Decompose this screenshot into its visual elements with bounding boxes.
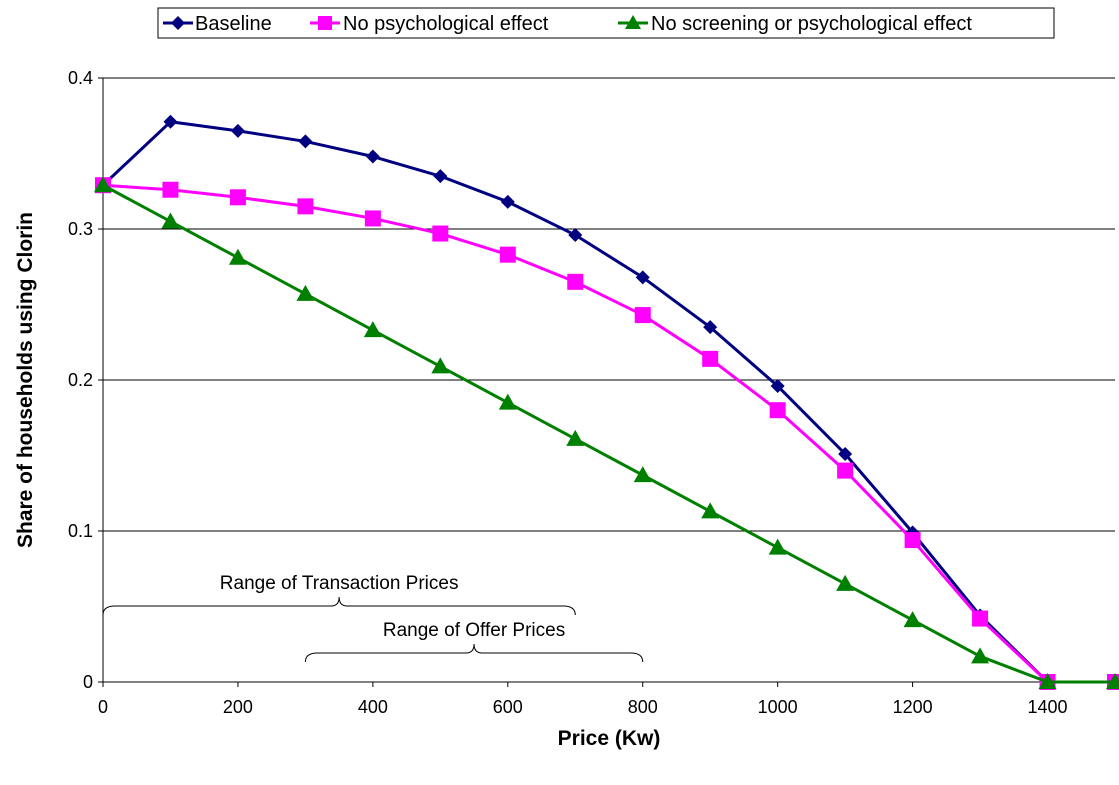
data-point-s1-9: [702, 350, 719, 367]
data-point-s0-1: [163, 114, 178, 129]
x-tick-label-7: 1400: [1028, 697, 1068, 717]
x-ticks: 0 200 400 600 800 1000 1200 1400: [98, 682, 1068, 717]
gridlines: [103, 77, 1115, 532]
x-tick-label-1: 200: [223, 697, 253, 717]
data-point-s0-8: [635, 270, 650, 285]
annotation-transaction-prices: Range of Transaction Prices: [220, 573, 459, 594]
series-line-2: [102, 183, 1115, 684]
legend: Baseline No psychological effect No scre…: [157, 7, 1055, 39]
series-line-1: [102, 183, 1115, 684]
y-ticks: 0 0.1 0.2 0.3 0.4: [68, 68, 103, 692]
y-axis-label: Share of households using Clorin: [14, 212, 37, 548]
data-point-s1-8: [634, 307, 651, 324]
legend-marker-baseline: [171, 16, 185, 30]
data-point-s1-6: [499, 246, 516, 263]
data-point-s1-11: [837, 462, 854, 479]
data-point-s0-10: [770, 379, 785, 394]
y-tick-label-4: 0.4: [68, 68, 93, 88]
data-point-s1-5: [432, 225, 449, 242]
data-point-s0-5: [433, 169, 448, 184]
data-point-s2-15: [1106, 673, 1119, 689]
data-point-s2-1: [161, 212, 180, 229]
brace-offer-prices: [304, 643, 644, 663]
legend-box: [157, 7, 1055, 39]
data-point-s1-13: [972, 610, 989, 627]
data-point-s1-7: [567, 273, 584, 290]
data-point-s0-9: [703, 320, 718, 335]
x-tick-label-3: 600: [493, 697, 523, 717]
x-tick-label-6: 1200: [893, 697, 933, 717]
legend-label-no-screening: No screening or psychological effect: [651, 13, 972, 35]
x-tick-label-4: 800: [628, 697, 658, 717]
data-point-s1-10: [769, 402, 786, 419]
series-layer: [94, 114, 1119, 690]
data-point-s2-0: [94, 176, 112, 193]
series-line-0: [101, 120, 1115, 684]
data-point-s0-4: [365, 149, 380, 164]
y-tick-label-2: 0.2: [68, 370, 93, 390]
legend-label-no-psychological-effect: No psychological effect: [343, 13, 549, 35]
data-point-s0-3: [298, 134, 313, 149]
x-axis-label: Price (Kw): [558, 727, 661, 750]
data-point-s2-2: [228, 248, 247, 265]
legend-marker-no-psychological-effect: [318, 16, 332, 30]
y-tick-label-1: 0.1: [68, 521, 93, 541]
y-tick-label-0: 0: [83, 672, 93, 692]
x-tick-label-5: 1000: [758, 697, 798, 717]
data-point-s0-6: [500, 194, 515, 209]
legend-item-no-screening: No screening or psychological effect: [618, 13, 972, 35]
data-point-s0-7: [568, 228, 583, 243]
data-point-s2-6: [498, 393, 517, 410]
data-point-s2-12: [903, 611, 922, 628]
data-point-s1-12: [904, 532, 921, 549]
legend-label-baseline: Baseline: [195, 13, 272, 35]
data-point-s1-4: [364, 210, 381, 227]
data-point-s2-10: [768, 538, 787, 555]
data-point-s0-11: [838, 446, 853, 461]
data-point-s1-3: [297, 198, 314, 215]
data-point-s0-2: [230, 123, 245, 138]
data-point-s2-9: [701, 502, 720, 519]
annotation-offer-prices: Range of Offer Prices: [383, 620, 565, 641]
data-point-s2-7: [566, 429, 585, 446]
brace-transaction-prices: [102, 596, 576, 616]
data-point-s1-1: [162, 181, 179, 198]
y-tick-label-3: 0.3: [68, 219, 93, 239]
data-point-s1-2: [229, 189, 246, 206]
annotations: Range of Transaction Prices Range of Off…: [102, 573, 644, 663]
data-point-s2-4: [363, 321, 382, 338]
x-tick-label-0: 0: [98, 697, 108, 717]
x-tick-label-2: 400: [358, 697, 388, 717]
data-point-s2-11: [836, 574, 855, 591]
data-point-s2-13: [971, 647, 990, 664]
legend-marker-no-screening: [625, 15, 641, 29]
legend-item-baseline: Baseline: [163, 13, 272, 35]
plot-area: 0 0.1 0.2 0.3 0.4 0 200 400 600 800 1000 1200 1400: [68, 68, 1119, 717]
data-point-s2-8: [633, 466, 652, 483]
data-point-s2-14: [1038, 673, 1057, 689]
data-point-s2-3: [296, 284, 315, 301]
series-2: [94, 176, 1119, 689]
data-point-s2-5: [431, 357, 450, 374]
legend-item-no-psychological-effect: No psychological effect: [310, 13, 549, 35]
